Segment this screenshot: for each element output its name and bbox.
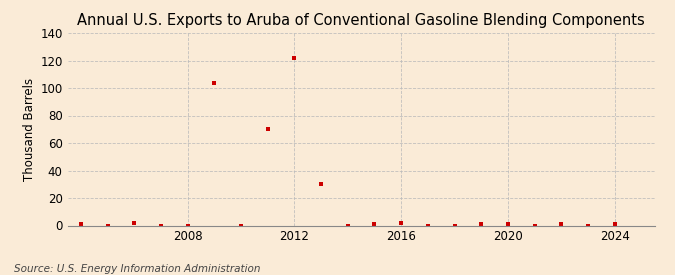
Text: Source: U.S. Energy Information Administration: Source: U.S. Energy Information Administ… — [14, 264, 260, 274]
Y-axis label: Thousand Barrels: Thousand Barrels — [23, 78, 36, 181]
Title: Annual U.S. Exports to Aruba of Conventional Gasoline Blending Components: Annual U.S. Exports to Aruba of Conventi… — [77, 13, 645, 28]
